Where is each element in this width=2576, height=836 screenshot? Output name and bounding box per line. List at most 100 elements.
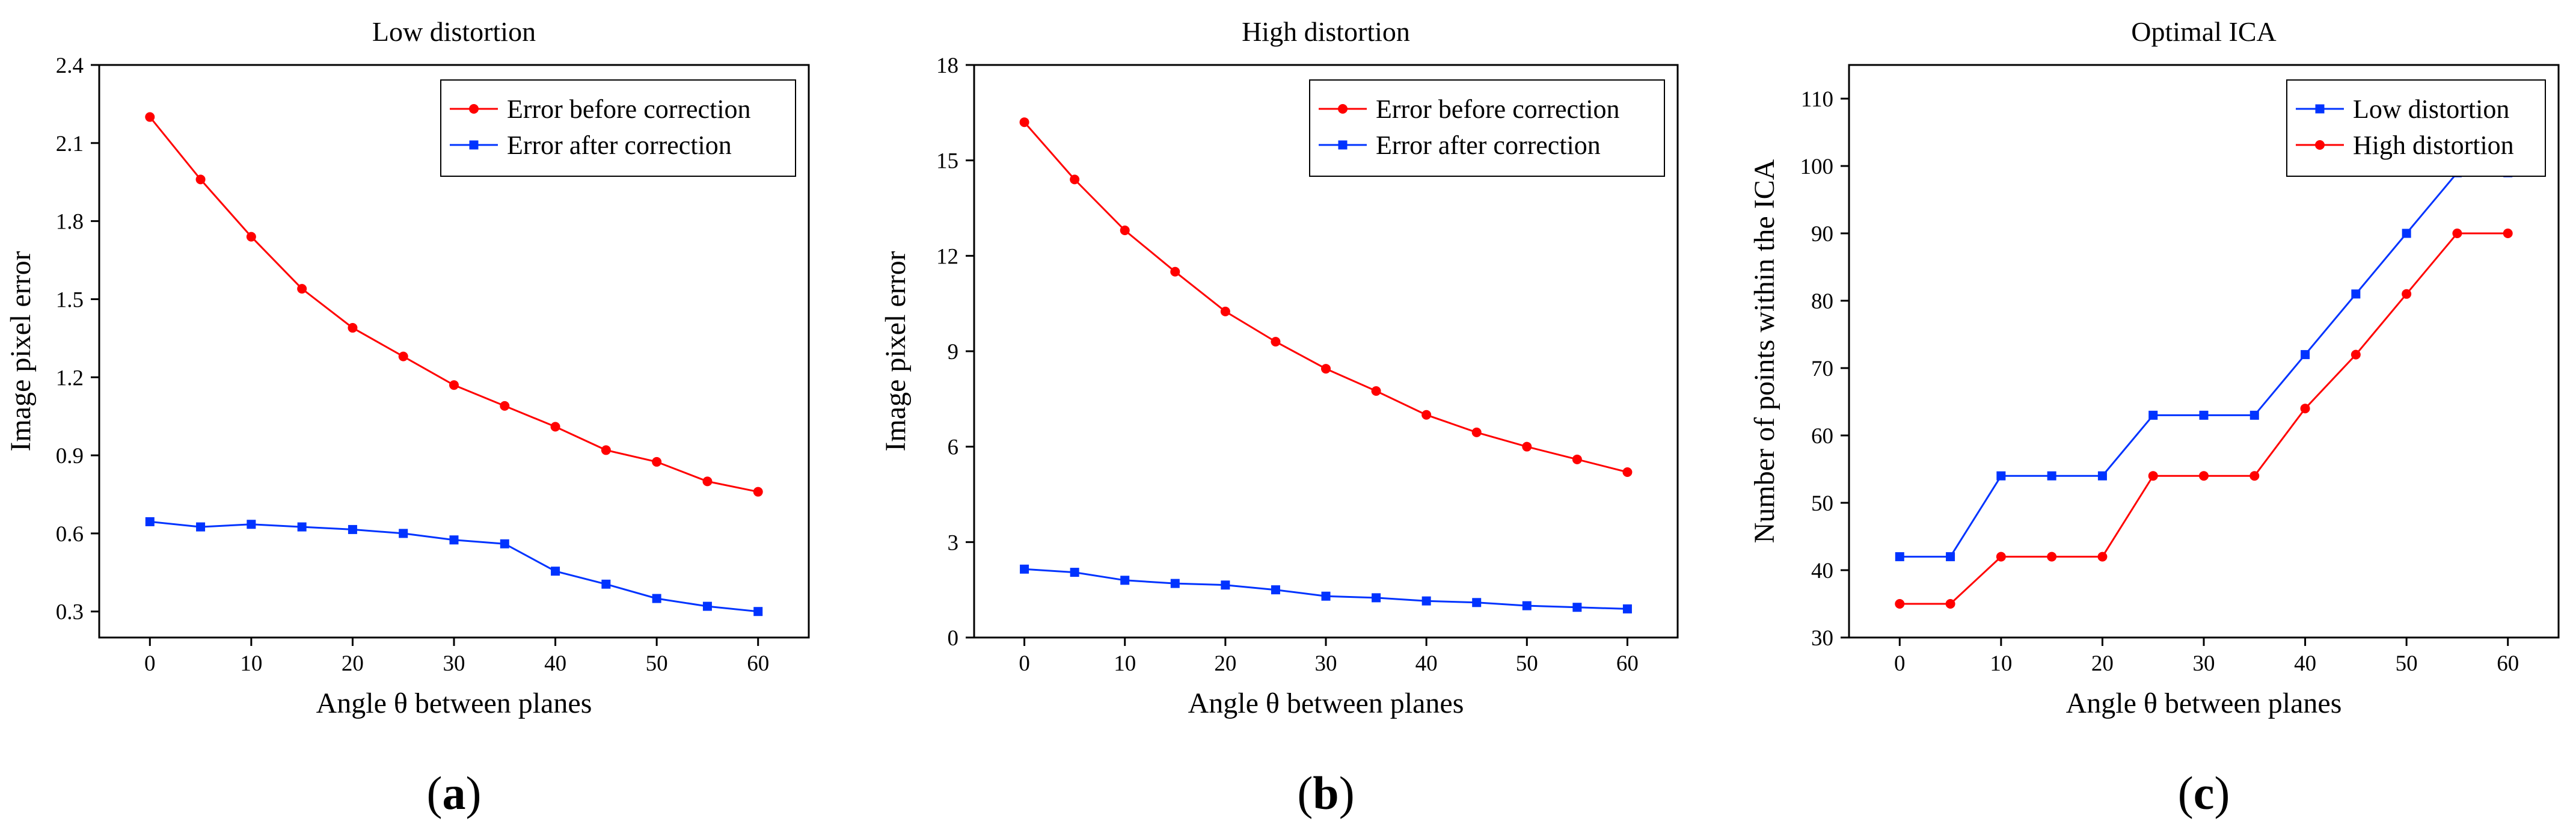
- data-point: [246, 232, 256, 242]
- data-point: [1522, 601, 1532, 610]
- x-tick-label: 0: [144, 651, 156, 676]
- panel-label: (b): [1297, 767, 1354, 819]
- data-point: [551, 567, 560, 576]
- y-tick-label: 110: [1801, 87, 1833, 112]
- panel-label: (a): [427, 767, 482, 819]
- data-point: [2301, 350, 2310, 360]
- data-point: [1895, 599, 1905, 609]
- data-point: [247, 520, 256, 529]
- data-point: [449, 380, 459, 390]
- data-point: [1371, 386, 1381, 396]
- x-tick-label: 30: [2193, 651, 2215, 676]
- y-axis-label: Number of points within the ICA: [1749, 159, 1780, 543]
- chart-title: High distortion: [1242, 16, 1410, 47]
- data-point: [2097, 552, 2108, 562]
- data-point: [500, 401, 510, 411]
- x-tick-label: 40: [544, 651, 566, 676]
- data-point: [1895, 552, 1904, 562]
- y-tick-label: 70: [1811, 357, 1833, 381]
- data-point: [601, 445, 611, 455]
- data-point: [1572, 603, 1582, 612]
- data-point: [1945, 599, 1955, 609]
- x-axis-label: Angle θ between planes: [316, 687, 592, 719]
- data-point: [1472, 598, 1482, 607]
- data-point: [1170, 579, 1180, 588]
- data-point: [348, 524, 357, 534]
- x-axis-label: Angle θ between planes: [2066, 687, 2342, 719]
- x-tick-label: 10: [1990, 651, 2012, 676]
- data-point: [2452, 229, 2462, 238]
- data-point: [2097, 471, 2107, 481]
- data-point: [1996, 471, 2006, 481]
- y-tick-label: 0.3: [56, 600, 84, 625]
- chart-3: 0 10 20 30 40 50 60 30 40 50 60 70 80 90 100 110 Optimal…: [1749, 16, 2560, 819]
- x-axis-label: Angle θ between planes: [1188, 687, 1464, 719]
- y-tick-label: 60: [1811, 424, 1833, 449]
- legend-label: Error after correction: [1376, 131, 1601, 160]
- data-point: [550, 422, 560, 432]
- data-point: [2148, 471, 2158, 481]
- x-tick-label: 60: [1616, 651, 1639, 676]
- legend-label: Low distortion: [2353, 94, 2509, 124]
- legend-marker: [2315, 104, 2325, 114]
- panel-letter: a: [443, 767, 466, 819]
- y-tick-label: 1.2: [56, 366, 84, 390]
- data-point: [500, 539, 509, 549]
- x-tick-label: 60: [747, 651, 769, 676]
- y-tick-label: 1.5: [56, 287, 84, 312]
- data-point: [2249, 471, 2260, 481]
- x-tick-label: 10: [240, 651, 262, 676]
- y-tick-label: 30: [1811, 626, 1833, 651]
- legend-marker: [469, 104, 479, 114]
- x-tick-label: 60: [2497, 651, 2519, 676]
- y-tick-label: 90: [1811, 222, 1833, 247]
- data-point: [398, 351, 408, 361]
- data-point: [2047, 552, 2057, 562]
- data-point: [1421, 410, 1432, 420]
- y-tick-label: 2.1: [56, 132, 84, 156]
- legend-label: Error before correction: [1376, 94, 1620, 124]
- legend-label: High distortion: [2353, 131, 2514, 160]
- data-point: [753, 487, 763, 497]
- x-tick-label: 50: [646, 651, 668, 676]
- data-point: [145, 112, 155, 122]
- y-tick-label: 12: [936, 244, 958, 269]
- data-point: [1120, 226, 1130, 236]
- data-point: [2199, 410, 2209, 420]
- panel-letter: b: [1313, 767, 1339, 819]
- data-point: [2047, 471, 2056, 481]
- x-tick-label: 40: [1415, 651, 1438, 676]
- data-point: [1421, 596, 1431, 606]
- data-point: [2351, 349, 2361, 360]
- data-point: [1220, 306, 1230, 316]
- data-point: [2351, 289, 2361, 299]
- y-tick-label: 0.6: [56, 522, 84, 547]
- y-tick-label: 18: [936, 54, 958, 78]
- data-point: [1221, 580, 1230, 590]
- data-point: [1622, 604, 1632, 613]
- y-tick-label: 15: [936, 149, 958, 174]
- data-point: [1070, 568, 1079, 577]
- data-point: [399, 529, 408, 538]
- data-point: [1271, 337, 1281, 347]
- data-point: [652, 456, 662, 467]
- data-point: [1372, 593, 1381, 603]
- y-tick-label: 50: [1811, 491, 1833, 516]
- y-tick-label: 100: [1800, 155, 1834, 179]
- data-point: [297, 284, 307, 294]
- panel-letter: c: [2194, 767, 2215, 819]
- data-point: [1019, 117, 1029, 128]
- x-tick-label: 50: [2396, 651, 2418, 676]
- data-point: [297, 522, 307, 532]
- data-point: [2148, 410, 2158, 420]
- chart-title: Optimal ICA: [2131, 16, 2276, 47]
- legend-marker: [1338, 104, 1348, 114]
- data-point: [702, 476, 713, 487]
- x-tick-label: 30: [443, 651, 465, 676]
- legend-marker: [1338, 140, 1348, 150]
- x-tick-label: 40: [2294, 651, 2316, 676]
- y-tick-label: 3: [948, 530, 959, 555]
- data-point: [449, 535, 459, 545]
- data-point: [601, 579, 611, 589]
